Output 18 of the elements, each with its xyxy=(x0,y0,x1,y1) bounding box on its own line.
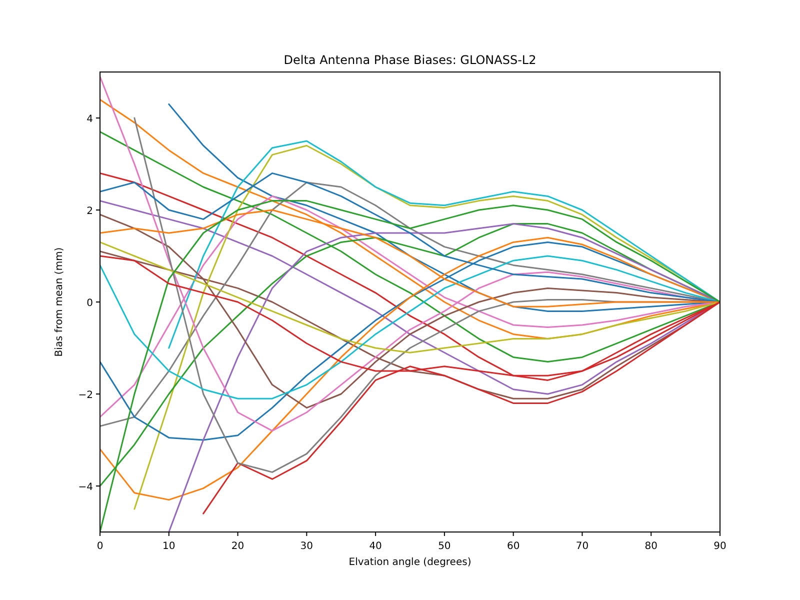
y-tick-label: 4 xyxy=(86,114,93,125)
y-tick-label: 2 xyxy=(86,206,93,217)
x-axis-title: Elvation angle (degrees) xyxy=(348,557,472,568)
y-tick-label: −2 xyxy=(78,390,93,401)
x-tick-label: 0 xyxy=(96,541,104,552)
x-tick-label: 90 xyxy=(714,541,726,552)
y-tick-label: −4 xyxy=(78,482,93,493)
y-axis-title: Bias from mean (mm) xyxy=(54,247,65,357)
x-tick-label: 50 xyxy=(438,541,451,552)
x-tick-label: 80 xyxy=(644,541,658,552)
x-tick-label: 70 xyxy=(576,541,589,552)
x-tick-label: 60 xyxy=(506,541,520,552)
x-tick-label: 40 xyxy=(369,541,382,552)
x-tick-label: 20 xyxy=(231,541,244,552)
y-tick-label: 0 xyxy=(86,298,93,309)
x-tick-label: 10 xyxy=(162,541,176,552)
x-tick-label: 30 xyxy=(300,541,314,552)
chart-title: Delta Antenna Phase Biases: GLONASS-L2 xyxy=(284,53,536,67)
